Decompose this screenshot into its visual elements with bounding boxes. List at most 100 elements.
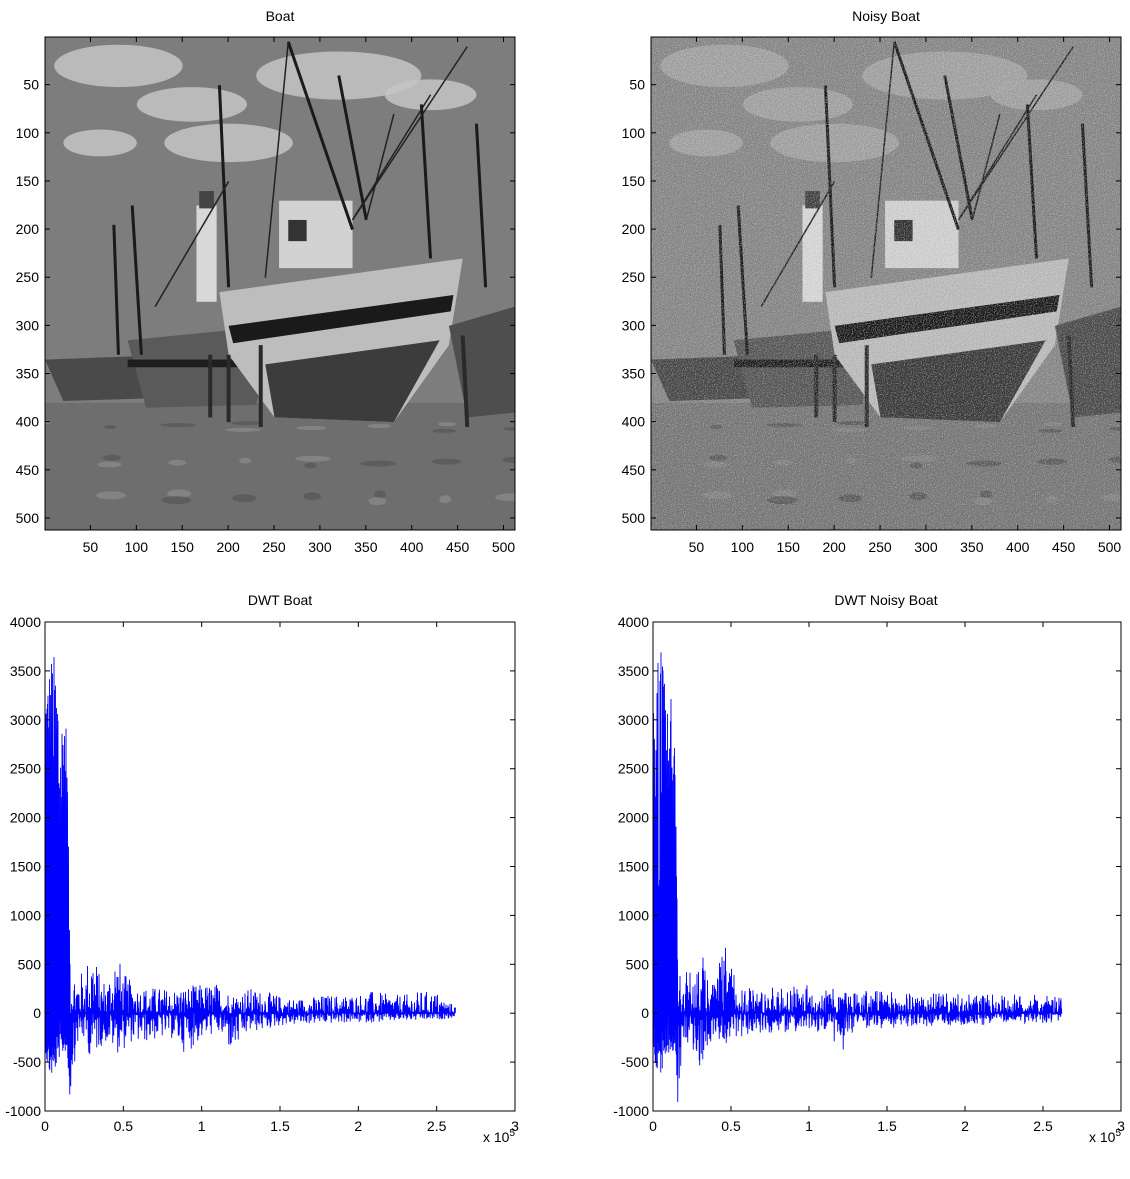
y-tick-label: -500 — [13, 1054, 41, 1070]
y-tick-label: 200 — [622, 221, 646, 237]
sand-texture — [503, 426, 515, 431]
y-tick-label: 250 — [622, 269, 646, 285]
x-tick-label: 0.5 — [114, 1118, 134, 1134]
dwt-coefficient-line — [44, 657, 456, 1095]
mast — [286, 41, 354, 231]
y-tick-label: 350 — [16, 366, 40, 382]
mast — [337, 75, 368, 221]
lighthouse-lamp — [199, 191, 214, 209]
panel-dwt-noisy-boat: DWT Noisy Boat 0 0.5 1 1.5 2 2.5 3 -1000 -500 0 50… — [613, 592, 1125, 1145]
x-tick-label: 2 — [354, 1118, 362, 1134]
panel-dwt-noisy-boat-title: DWT Noisy Boat — [834, 592, 937, 608]
sand-texture — [973, 424, 998, 429]
mast — [943, 75, 974, 221]
x-tick-label: 0 — [41, 1118, 49, 1134]
y-tick-label: 150 — [16, 173, 40, 189]
y-tick-label: 50 — [629, 77, 645, 93]
rigging — [760, 181, 836, 307]
dwt-noisy-boat-x-multiplier: x 105 — [1089, 1128, 1121, 1145]
sand-texture — [432, 428, 457, 433]
lighthouse — [196, 205, 217, 302]
sand-texture — [160, 423, 197, 428]
sand-texture — [1101, 493, 1121, 502]
sand-texture — [837, 421, 868, 426]
x-tick-label: 250 — [262, 539, 286, 555]
x-tick-label: 300 — [914, 539, 938, 555]
x-tick-label: 300 — [308, 539, 332, 555]
y-tick-label: 450 — [16, 462, 40, 478]
main-boat-shadow — [871, 340, 1046, 423]
sand-texture — [831, 427, 868, 432]
mast — [1080, 123, 1094, 288]
rigging — [351, 94, 432, 221]
x-tick-label: 350 — [960, 539, 984, 555]
mast — [718, 224, 726, 355]
x-tick-label: 450 — [1052, 539, 1076, 555]
beach-ground — [45, 402, 515, 530]
rigging — [154, 181, 230, 307]
sand-texture — [1045, 495, 1058, 504]
sand-texture — [710, 424, 723, 429]
y-tick-label: 500 — [16, 510, 40, 526]
mast — [112, 224, 120, 355]
dwt-boat-series — [44, 657, 456, 1095]
cloud — [54, 44, 183, 88]
y-tick-label: 450 — [622, 462, 646, 478]
sand-texture — [974, 497, 993, 506]
mast — [419, 104, 433, 259]
x-tick-label: 1 — [198, 1118, 206, 1134]
beach-ground — [651, 402, 1121, 530]
sand-texture — [231, 421, 262, 426]
dwt-coefficient-line — [652, 652, 1063, 1102]
y-tick-label: 1500 — [618, 859, 649, 875]
sand-texture — [431, 458, 462, 465]
sand-texture — [96, 491, 127, 500]
y-tick-label: 300 — [16, 317, 40, 333]
wheelhouse-window — [894, 219, 913, 242]
y-tick-label: 500 — [622, 510, 646, 526]
y-tick-label: 4000 — [618, 614, 649, 630]
y-tick-label: 300 — [622, 317, 646, 333]
sand-texture — [902, 425, 933, 430]
y-tick-label: 1000 — [10, 907, 41, 923]
y-tick-label: 3500 — [618, 663, 649, 679]
sand-texture — [774, 459, 793, 466]
x-tick-label: 500 — [1098, 539, 1122, 555]
y-tick-label: 150 — [622, 173, 646, 189]
panel-boat-axes — [44, 36, 516, 531]
mast — [736, 205, 749, 355]
sand-texture — [168, 459, 187, 466]
main-boat-shadow — [265, 340, 440, 423]
sand-texture — [304, 462, 317, 469]
sand-texture — [103, 454, 122, 461]
y-tick-label: 400 — [622, 414, 646, 430]
sand-texture — [439, 495, 452, 504]
sand-texture — [296, 425, 327, 430]
x-tick-label: 150 — [171, 539, 195, 555]
sand-texture — [303, 492, 322, 501]
sand-texture — [161, 496, 192, 505]
x-tick-label: 100 — [731, 539, 755, 555]
sand-texture — [1037, 458, 1068, 465]
sand-texture — [909, 492, 928, 501]
x-tick-label: 50 — [689, 539, 705, 555]
x-tick-label: 350 — [354, 539, 378, 555]
cloud — [770, 123, 899, 163]
main-boat-stripe — [228, 295, 454, 344]
sand-texture — [838, 494, 863, 503]
sand-texture — [702, 491, 733, 500]
cloud — [660, 44, 789, 88]
sand-texture — [438, 422, 457, 427]
sand-texture — [239, 457, 252, 464]
sand-texture — [1044, 422, 1063, 427]
rigging — [957, 46, 1074, 221]
y-tick-label: 0 — [33, 1005, 41, 1021]
sand-texture — [367, 424, 392, 429]
y-tick-label: 3500 — [10, 663, 41, 679]
x-tick-label: 150 — [777, 539, 801, 555]
sand-texture — [767, 496, 798, 505]
boat-image — [45, 37, 515, 530]
x-tick-label: 1 — [805, 1118, 813, 1134]
x-tick-label: 400 — [400, 539, 424, 555]
x-tick-label: 450 — [446, 539, 470, 555]
